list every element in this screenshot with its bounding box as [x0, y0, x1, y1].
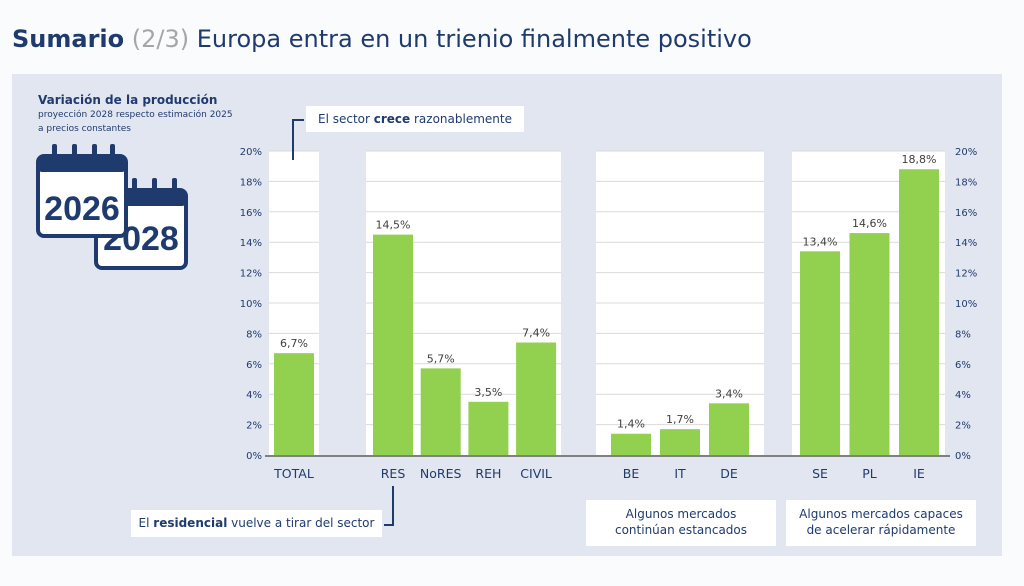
data-label-ie: 18,8%	[902, 153, 937, 166]
callout-residential: El residencial vuelve a tirar del sector	[131, 510, 382, 537]
bar-civil	[516, 342, 557, 455]
data-label-res: 14,5%	[376, 219, 411, 232]
y-tick-label-right: 20%	[955, 147, 977, 158]
callout-sector-grows: El sector crece razonablemente	[306, 106, 524, 132]
callout-accelerate-line1: Algunos mercados capaces	[799, 507, 963, 521]
category-label-nores: NoRES	[420, 466, 462, 481]
callout-stagnant-line2: continúan estancados	[614, 523, 748, 537]
category-label-res: RES	[381, 466, 406, 481]
chart-subtitle: Variación de la producción proyección 20…	[38, 93, 233, 135]
callout-bottom-pre: El	[138, 516, 154, 530]
category-label-se: SE	[812, 466, 828, 481]
y-tick-label-right: 14%	[955, 238, 977, 249]
y-tick-label-left: 16%	[240, 208, 262, 219]
callout-top-post: razonablemente	[410, 112, 512, 126]
calendar-front: 2026	[36, 144, 128, 238]
page-title: Sumario (2/3) Europa entra en un trienio…	[12, 25, 752, 53]
calendar-year1: 2026	[44, 190, 120, 228]
y-tick-label-right: 8%	[955, 329, 971, 340]
category-label-reh: REH	[475, 466, 501, 481]
y-tick-label-left: 18%	[240, 177, 262, 188]
bar-be	[611, 433, 651, 455]
category-label-de: DE	[720, 466, 738, 481]
data-label-nores: 5,7%	[427, 352, 455, 365]
callout-stagnant: Algunos mercados continúan estancados	[586, 500, 776, 546]
y-tick-label-left: 20%	[240, 147, 262, 158]
bar-it	[660, 429, 700, 455]
bar-pl	[849, 233, 890, 455]
callout-bottom-post: vuelve a tirar del sector	[227, 516, 375, 530]
subtitle-line3: a precios constantes	[38, 124, 131, 134]
y-tick-label-left: 0%	[246, 451, 262, 462]
data-label-reh: 3,5%	[474, 386, 502, 399]
data-label-pl: 14,6%	[852, 217, 887, 230]
callout-accelerate: Algunos mercados capaces de acelerar ráp…	[786, 500, 976, 546]
y-tick-label-left: 8%	[246, 329, 262, 340]
data-label-de: 3,4%	[715, 387, 743, 400]
callout-bottom-connector	[384, 486, 394, 526]
bar-nores	[420, 368, 461, 455]
data-label-total: 6,7%	[280, 337, 308, 350]
calendar-icon: 2028 2026	[36, 144, 188, 270]
y-tick-label-right: 2%	[955, 421, 971, 432]
y-tick-label-left: 10%	[240, 299, 262, 310]
callout-top-bold: crece	[373, 112, 411, 126]
title-bold: Sumario	[12, 25, 125, 53]
category-label-pl: PL	[862, 466, 877, 481]
title-part: (2/3)	[131, 25, 190, 53]
callout-top-connector	[292, 119, 304, 160]
bar-se	[800, 251, 840, 455]
title-rest: Europa entra en un trienio finalmente po…	[196, 25, 752, 53]
callout-accelerate-line2: de acelerar rápidamente	[806, 523, 956, 537]
bar-ie	[899, 169, 939, 456]
callout-stagnant-line1: Algunos mercados	[625, 507, 737, 521]
bar-res	[373, 234, 413, 455]
bar-de	[709, 403, 749, 455]
bar-reh	[468, 401, 509, 455]
callout-top-pre: El sector	[318, 112, 374, 126]
y-tick-label-left: 2%	[246, 421, 262, 432]
y-tick-label-right: 6%	[955, 360, 971, 371]
subtitle-line2: proyección 2028 respecto estimación 2025	[38, 110, 233, 120]
y-tick-label-left: 12%	[240, 269, 262, 280]
data-label-be: 1,4%	[617, 418, 645, 431]
category-label-be: BE	[623, 466, 640, 481]
y-tick-label-right: 4%	[955, 390, 971, 401]
data-label-it: 1,7%	[666, 413, 694, 426]
y-tick-label-right: 12%	[955, 269, 977, 280]
category-label-civil: CIVIL	[520, 466, 552, 481]
y-tick-label-left: 4%	[246, 390, 262, 401]
y-tick-label-right: 16%	[955, 208, 977, 219]
subtitle-line1: Variación de la producción	[38, 93, 218, 107]
category-label-it: IT	[674, 466, 686, 481]
category-label-total: TOTAL	[273, 466, 314, 481]
y-tick-label-right: 0%	[955, 451, 971, 462]
y-tick-label-left: 6%	[246, 360, 262, 371]
y-tick-label-right: 10%	[955, 299, 977, 310]
category-label-ie: IE	[913, 466, 925, 481]
callout-bottom-bold: residencial	[153, 516, 228, 530]
data-label-se: 13,4%	[803, 235, 838, 248]
y-tick-label-left: 14%	[240, 238, 262, 249]
bar-total	[274, 353, 314, 455]
data-label-civil: 7,4%	[522, 327, 550, 340]
y-tick-label-right: 18%	[955, 177, 977, 188]
